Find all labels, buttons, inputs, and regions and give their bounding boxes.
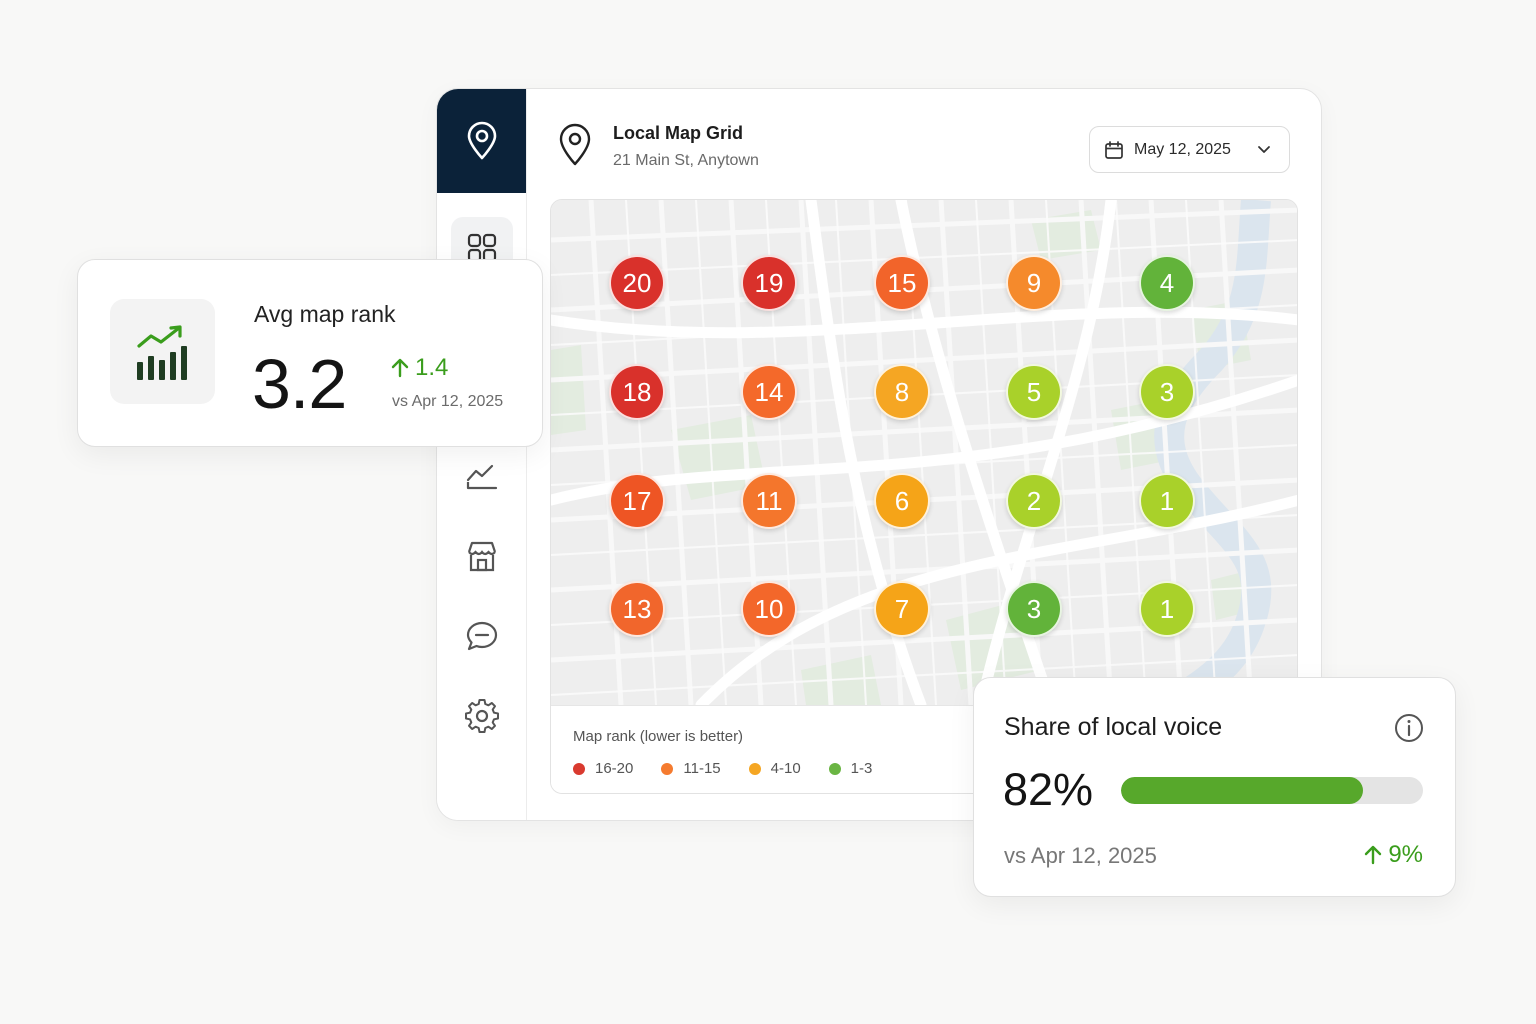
location-address: 21 Main St, Anytown — [613, 152, 759, 169]
share-of-voice-value: 82% — [1003, 764, 1094, 815]
rank-marker[interactable]: 19 — [741, 255, 797, 311]
map-pin-icon — [467, 121, 496, 160]
rank-marker[interactable]: 4 — [1139, 255, 1195, 311]
rank-marker[interactable]: 11 — [741, 473, 797, 529]
legend-title: Map rank (lower is better) — [573, 728, 744, 745]
rank-marker[interactable]: 20 — [609, 255, 665, 311]
sidebar-item-trends[interactable] — [451, 445, 513, 507]
map-grid-window: Local Map Grid 21 Main St, Anytown May 1… — [436, 88, 1322, 821]
rank-marker[interactable]: 2 — [1006, 473, 1062, 529]
legend-label: 16-20 — [595, 760, 634, 777]
map-grid[interactable]: 20 19 15 9 4 18 14 8 5 3 17 11 6 2 1 13 10 7 3 1 — [551, 200, 1297, 705]
rank-marker[interactable]: 3 — [1006, 581, 1062, 637]
rank-marker[interactable]: 18 — [609, 364, 665, 420]
progress-fill — [1121, 777, 1363, 804]
sidebar-item-messages[interactable] — [451, 605, 513, 667]
legend-label: 4-10 — [770, 760, 801, 777]
legend-item: 4-10 — [748, 760, 801, 777]
share-of-voice-delta-value: 9% — [1388, 841, 1423, 868]
chevron-down-icon — [1258, 145, 1270, 153]
share-of-voice-compare: vs Apr 12, 2025 — [1004, 843, 1157, 868]
avg-rank-label: Avg map rank — [254, 301, 396, 327]
avg-rank-delta: 1.4 — [391, 354, 448, 382]
info-icon[interactable] — [1394, 713, 1424, 748]
rank-marker[interactable]: 8 — [874, 364, 930, 420]
calendar-icon — [1105, 140, 1123, 159]
rank-marker[interactable]: 1 — [1139, 581, 1195, 637]
rank-marker[interactable]: 15 — [874, 255, 930, 311]
legend-label: 11-15 — [683, 760, 721, 777]
storefront-icon — [467, 541, 497, 572]
arrow-up-icon — [391, 358, 409, 378]
legend-dot-16-20 — [573, 762, 585, 775]
legend-item: 16-20 — [573, 760, 633, 777]
avg-map-rank-card: Avg map rank 3.2 1.4 vs Apr 12, 2025 — [77, 259, 543, 447]
share-of-voice-title: Share of local voice — [1004, 713, 1223, 741]
trend-chart-icon — [466, 464, 498, 490]
legend-item: 1-3 — [828, 760, 873, 777]
share-of-voice-delta: 9% — [1364, 841, 1423, 869]
legend-items: 16-20 11-15 4-10 1-3 — [573, 760, 872, 777]
legend-dot-11-15 — [661, 762, 674, 775]
rank-marker[interactable]: 6 — [874, 473, 930, 529]
rank-marker[interactable]: 9 — [1006, 255, 1062, 311]
rank-marker[interactable]: 14 — [741, 364, 797, 420]
rank-marker[interactable]: 10 — [741, 581, 797, 637]
legend-dot-4-10 — [748, 762, 761, 775]
sidebar — [437, 89, 527, 820]
map-panel: 20 19 15 9 4 18 14 8 5 3 17 11 6 2 1 13 10 7 3 1 Map rank (… — [550, 199, 1298, 794]
rank-chart-icon-box — [110, 299, 215, 404]
chat-bubble-icon — [466, 621, 498, 651]
rank-marker[interactable]: 17 — [609, 473, 665, 529]
legend-dot-1-3 — [828, 762, 841, 775]
gear-icon — [465, 699, 499, 733]
rank-marker[interactable]: 13 — [609, 581, 665, 637]
legend-item: 11-15 — [661, 760, 721, 777]
share-of-voice-card: Share of local voice 82% vs Apr 12, 2025… — [973, 677, 1456, 897]
location-pin-icon — [557, 123, 593, 172]
growth-chart-icon — [136, 324, 187, 380]
rank-marker[interactable]: 1 — [1139, 473, 1195, 529]
rank-marker[interactable]: 7 — [874, 581, 930, 637]
rank-marker[interactable]: 5 — [1006, 364, 1062, 420]
share-of-voice-progress-bar — [1121, 777, 1423, 804]
date-picker-button[interactable]: May 12, 2025 — [1089, 126, 1290, 173]
page-title: Local Map Grid — [613, 123, 744, 143]
legend-label: 1-3 — [850, 760, 873, 777]
rank-marker[interactable]: 3 — [1139, 364, 1195, 420]
sidebar-item-locations[interactable] — [451, 525, 513, 587]
selected-date: May 12, 2025 — [1134, 140, 1231, 158]
avg-rank-value: 3.2 — [252, 345, 347, 423]
sidebar-item-map[interactable] — [437, 89, 526, 193]
arrow-up-icon — [1365, 845, 1382, 865]
avg-rank-delta-value: 1.4 — [415, 354, 449, 381]
avg-rank-compare: vs Apr 12, 2025 — [392, 393, 504, 410]
sidebar-item-settings[interactable] — [451, 685, 513, 747]
